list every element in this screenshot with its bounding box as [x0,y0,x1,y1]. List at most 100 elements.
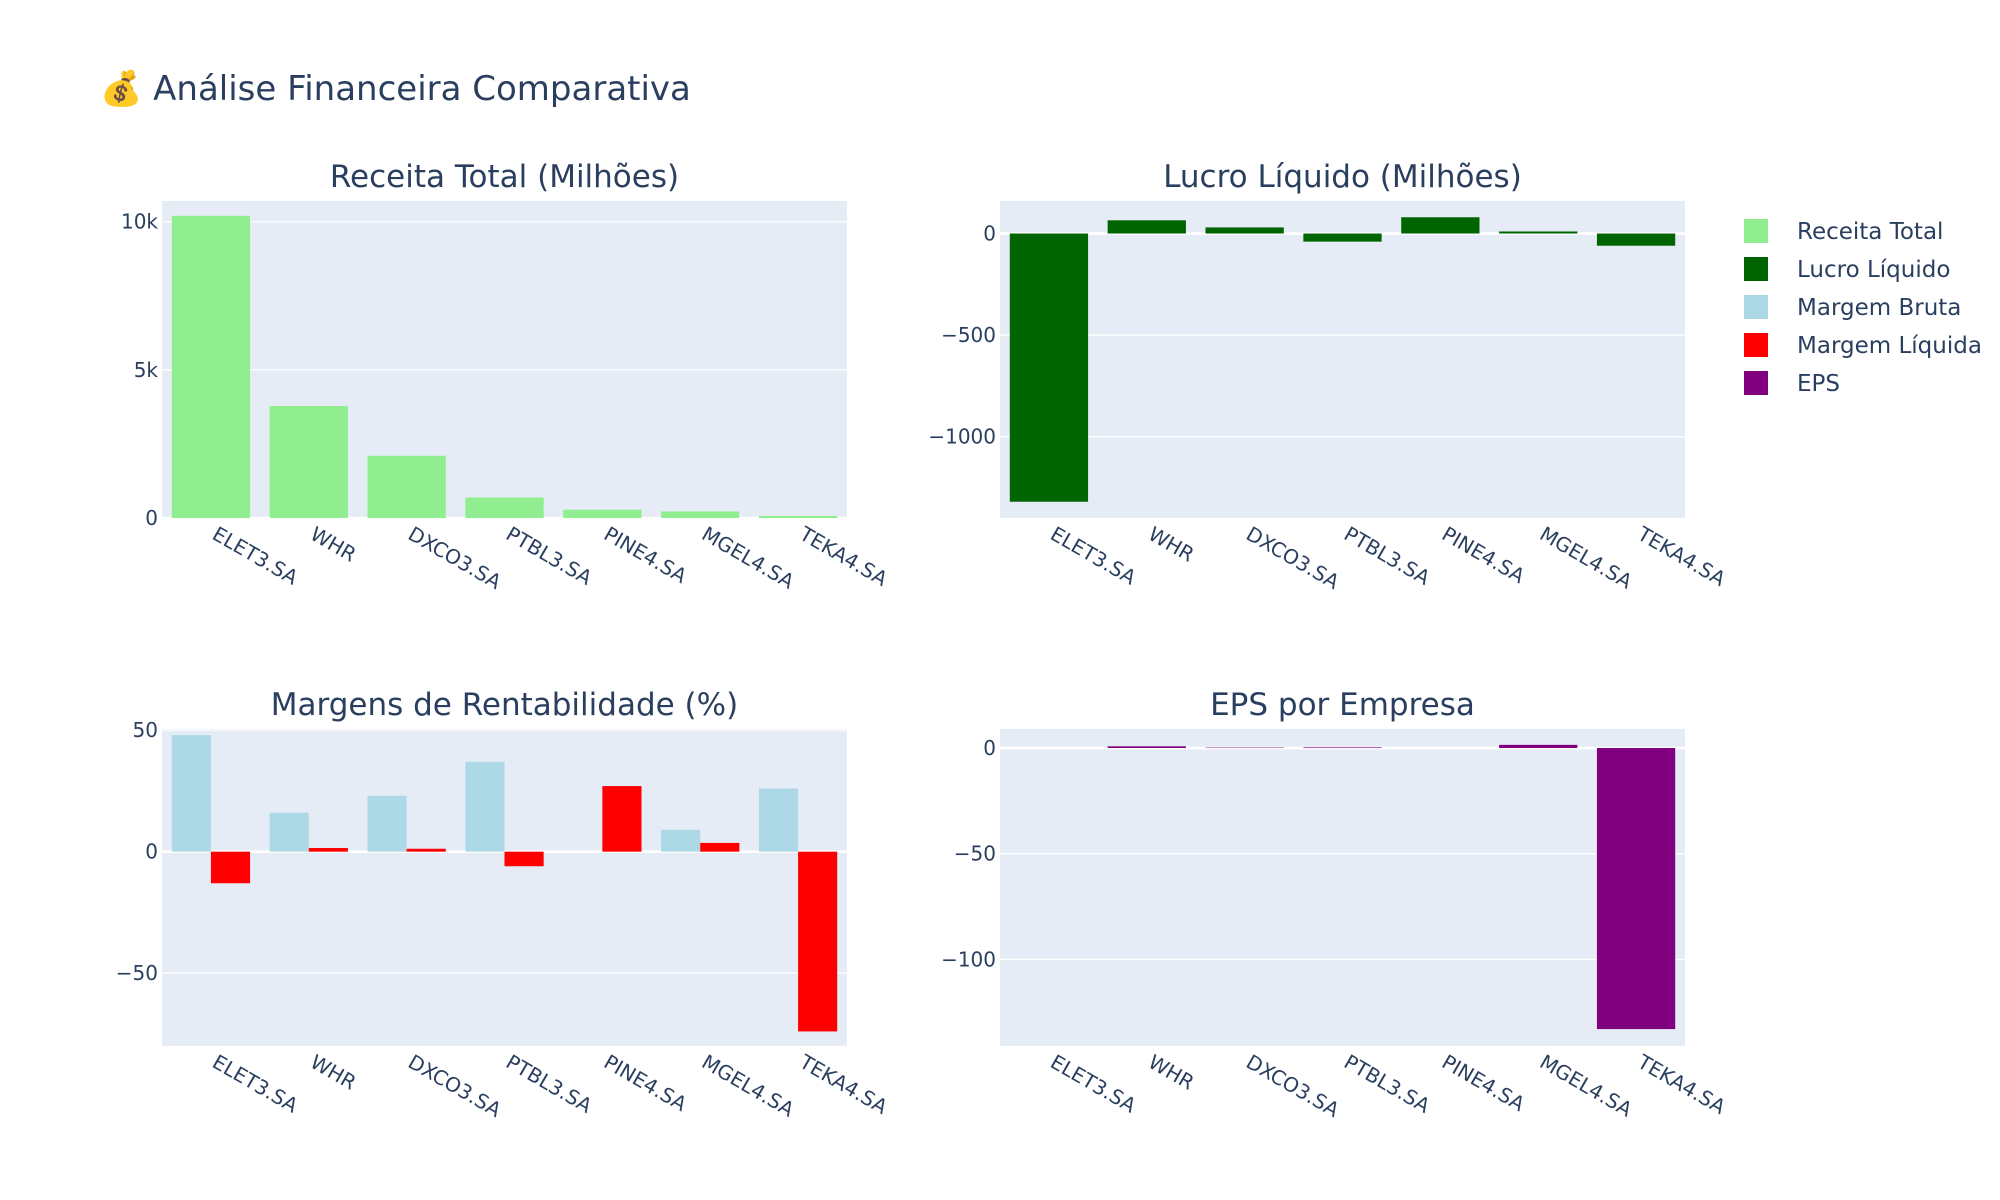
legend-swatch [1744,219,1768,243]
x-tick-label: PINE4.SA [1438,1050,1529,1117]
x-tick-label: WHR [1144,522,1198,567]
x-tick-label: WHR [1144,1050,1198,1095]
x-tick-label: TEKA4.SA [795,1049,892,1119]
x-tick-label: ELET3.SA [1046,1050,1140,1118]
bar-receita-total-dxco3.sa [367,455,446,518]
bar-eps-whr [1107,746,1186,749]
bar-margem-liquida-teka4.sa [798,851,838,1032]
y-tick-label: −50 [954,842,996,866]
bar-margem-bruta-mgel4.sa [661,829,701,852]
y-tick-label: 0 [983,736,996,760]
x-tick-label: MGEL4.SA [698,522,799,594]
bar-eps-mgel4.sa [1499,744,1578,749]
legend-label: EPS [1797,371,1840,397]
y-tick-label: 0 [145,840,158,864]
y-tick-label: −500 [941,323,996,347]
bar-margem-bruta-elet3.sa [171,735,211,852]
bar-receita-total-whr [269,406,348,518]
bar-margem-bruta-teka4.sa [758,788,799,852]
legend-label: Lucro Líquido [1797,257,1950,283]
subplot-title: Margens de Rentabilidade (%) [271,687,738,723]
bar-margem-bruta-ptbl3.sa [465,761,505,852]
plot-area [1000,201,1685,518]
bar-eps-teka4.sa [1596,748,1676,1030]
x-tick-label: PTBL3.SA [502,522,597,590]
subplot-title: EPS por Empresa [1210,687,1475,723]
bar-receita-total-ptbl3.sa [465,497,544,518]
x-tick-label: ELET3.SA [1046,522,1140,590]
legend: Receita Total Lucro Líquido Margem Bruta Ma… [1744,219,1982,397]
legend-item[interactable]: Receita Total [1744,219,1943,245]
bar-margem-bruta-whr [269,812,309,852]
bar-receita-total-mgel4.sa [661,511,740,518]
x-tick-label: WHR [306,1050,360,1095]
y-tick-label: 5k [134,358,159,382]
bar-margem-liquida-pine4.sa [602,786,642,852]
x-tick-label: PTBL3.SA [1340,1050,1435,1118]
legend-item[interactable]: EPS [1744,371,1840,397]
x-tick-label: TEKA4.SA [1633,521,1730,591]
bar-lucro-liquido-whr [1107,220,1186,234]
bar-margem-liquida-dxco3.sa [406,848,446,852]
subplot-title: Lucro Líquido (Milhões) [1163,159,1522,195]
x-tick-label: MGEL4.SA [1536,522,1637,594]
y-tick-label: 0 [145,506,158,530]
x-tick-label: ELET3.SA [208,522,302,590]
x-tick-label: TEKA4.SA [1633,1049,1730,1119]
bar-margem-liquida-elet3.sa [210,851,251,884]
x-tick-label: DXCO3.SA [404,1050,506,1123]
x-tick-label: DXCO3.SA [1242,522,1344,595]
y-tick-label: −50 [116,961,158,985]
legend-item[interactable]: Lucro Líquido [1744,257,1950,283]
legend-swatch [1744,333,1768,357]
bar-margem-liquida-mgel4.sa [700,842,740,852]
subplot-title: Receita Total (Milhões) [330,159,679,195]
bar-receita-total-pine4.sa [563,509,642,518]
legend-label: Receita Total [1797,219,1943,245]
x-tick-label: ELET3.SA [208,1050,302,1118]
plot-area [1000,729,1685,1046]
bar-margem-bruta-dxco3.sa [367,795,407,852]
x-tick-label: MGEL4.SA [698,1050,799,1122]
bar-receita-total-elet3.sa [171,215,251,518]
x-tick-label: DXCO3.SA [1242,1050,1344,1123]
legend-swatch [1744,295,1768,319]
bar-lucro-liquido-pine4.sa [1401,217,1480,234]
bar-lucro-liquido-elet3.sa [1009,233,1089,502]
legend-swatch [1744,371,1768,395]
plot-area [162,201,847,518]
bar-lucro-liquido-mgel4.sa [1499,231,1578,234]
legend-item[interactable]: Margem Líquida [1744,333,1982,359]
bar-lucro-liquido-teka4.sa [1596,233,1676,246]
bar-eps-ptbl3.sa [1303,747,1382,749]
y-tick-label: 0 [983,222,996,246]
x-tick-label: MGEL4.SA [1536,1050,1637,1122]
legend-label: Margem Bruta [1797,295,1961,321]
x-tick-label: PINE4.SA [1438,522,1529,589]
x-tick-label: PTBL3.SA [1340,522,1435,590]
bar-receita-total-teka4.sa [758,515,838,518]
x-tick-label: PINE4.SA [600,522,691,589]
y-tick-label: 10k [121,210,158,234]
bar-margem-liquida-ptbl3.sa [504,851,544,867]
x-tick-label: WHR [306,522,360,567]
y-tick-label: 50 [133,718,158,742]
bar-lucro-liquido-dxco3.sa [1205,227,1284,234]
legend-label: Margem Líquida [1797,333,1982,359]
figure-title: 💰 Análise Financeira Comparativa [100,69,691,109]
y-tick-label: −1000 [928,425,996,449]
x-tick-label: PINE4.SA [600,1050,691,1117]
legend-swatch [1744,257,1768,281]
y-tick-label: −100 [941,947,996,971]
bar-lucro-liquido-ptbl3.sa [1303,233,1382,242]
x-tick-label: PTBL3.SA [502,1050,597,1118]
x-tick-label: DXCO3.SA [404,522,506,595]
bar-margem-liquida-whr [308,848,348,852]
legend-item[interactable]: Margem Bruta [1744,295,1961,321]
